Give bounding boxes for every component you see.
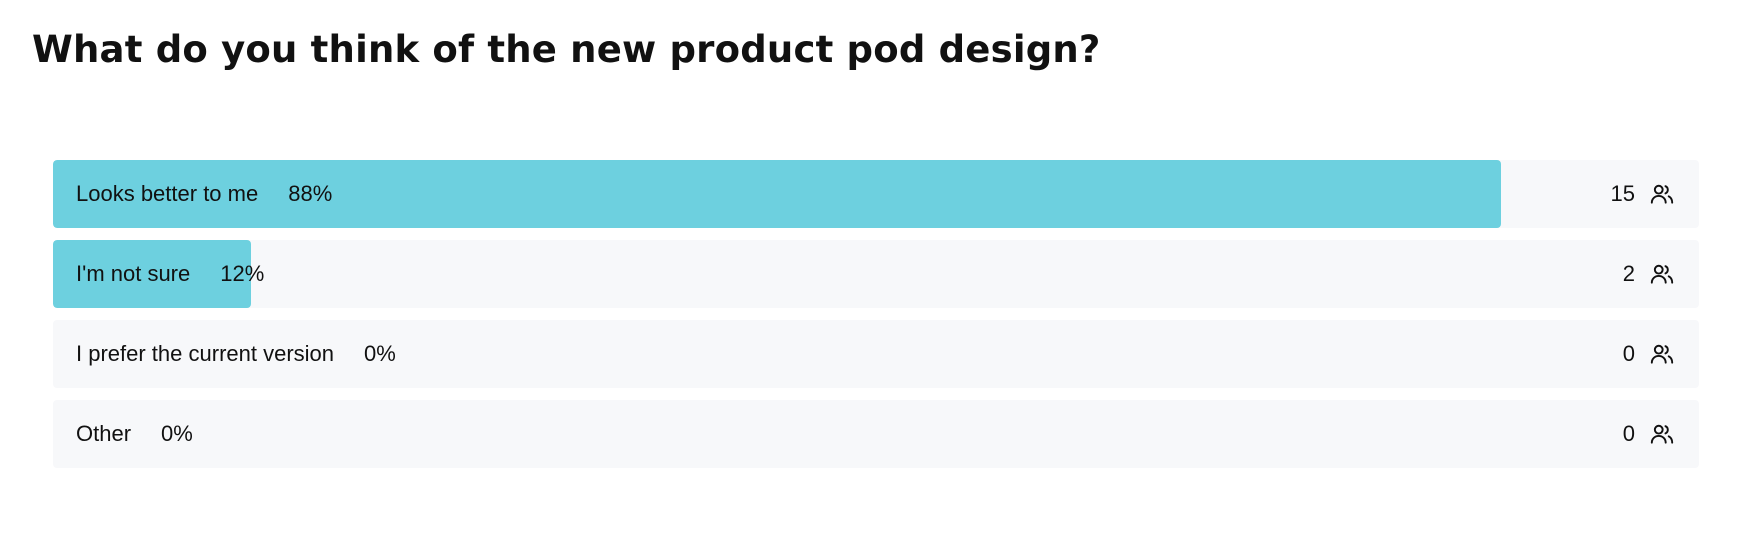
option-content: Other 0% [76,400,193,468]
poll-question: What do you think of the new product pod… [32,28,1101,71]
option-label: I prefer the current version [76,341,335,366]
option-label: I'm not sure [76,261,191,286]
option-label: Looks better to me [76,181,259,206]
option-vote-count: 0 [1622,421,1635,446]
option-votes: 15 [1611,160,1675,228]
options-list: Looks better to me 88% 15 I'm not sure 12% 2 I… [53,160,1699,480]
option-vote-count: 15 [1610,181,1635,206]
users-icon [1649,261,1675,287]
option-votes: 0 [1623,400,1675,468]
option-label: Other [76,421,132,446]
option-content: Looks better to me 88% [76,160,332,228]
option-votes: 2 [1623,240,1675,308]
option-votes: 0 [1623,320,1675,388]
option-percent: 0% [161,421,193,446]
option-content: I'm not sure 12% [76,240,264,308]
users-icon [1649,421,1675,447]
option-content: I prefer the current version 0% [76,320,396,388]
option-bar [53,240,251,308]
poll-option-row: Other 0% 0 [53,400,1699,468]
poll-option-row: I'm not sure 12% 2 [53,240,1699,308]
option-bar [53,160,1502,228]
option-vote-count: 2 [1622,261,1635,286]
option-percent: 88% [288,181,333,206]
option-percent: 0% [364,341,396,366]
users-icon [1649,181,1675,207]
users-icon [1649,341,1675,367]
poll-option-row: Looks better to me 88% 15 [53,160,1699,228]
poll-option-row: I prefer the current version 0% 0 [53,320,1699,388]
option-percent: 12% [220,261,265,286]
option-vote-count: 0 [1622,341,1635,366]
